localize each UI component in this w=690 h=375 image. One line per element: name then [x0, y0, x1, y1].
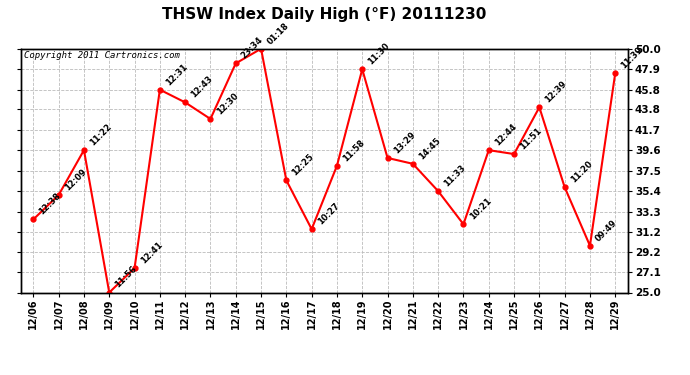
- Text: THSW Index Daily High (°F) 20111230: THSW Index Daily High (°F) 20111230: [162, 8, 486, 22]
- Text: 11:39: 11:39: [620, 45, 644, 70]
- Text: 10:21: 10:21: [468, 196, 493, 222]
- Text: 01:18: 01:18: [265, 21, 290, 46]
- Text: 11:33: 11:33: [442, 163, 468, 188]
- Text: 12:30: 12:30: [215, 91, 240, 116]
- Text: 23:34: 23:34: [240, 35, 265, 61]
- Text: 11:56: 11:56: [113, 264, 139, 290]
- Text: 14:45: 14:45: [417, 136, 442, 161]
- Text: 12:44: 12:44: [493, 122, 518, 147]
- Text: Copyright 2011 Cartronics.com: Copyright 2011 Cartronics.com: [23, 51, 179, 60]
- Text: 11:51: 11:51: [518, 126, 544, 151]
- Text: 12:43: 12:43: [189, 74, 215, 100]
- Text: 12:41: 12:41: [139, 240, 164, 266]
- Text: 11:20: 11:20: [569, 159, 594, 184]
- Text: 11:30: 11:30: [366, 41, 392, 66]
- Text: 11:58: 11:58: [341, 138, 366, 163]
- Text: 12:31: 12:31: [164, 62, 189, 87]
- Text: 10:27: 10:27: [316, 201, 341, 226]
- Text: 09:49: 09:49: [594, 218, 619, 243]
- Text: 11:22: 11:22: [88, 122, 113, 147]
- Text: 12:39: 12:39: [544, 79, 569, 105]
- Text: 12:25: 12:25: [290, 152, 316, 178]
- Text: 13:29: 13:29: [392, 130, 417, 155]
- Text: 12:09: 12:09: [63, 167, 88, 192]
- Text: 12:38: 12:38: [37, 191, 63, 217]
